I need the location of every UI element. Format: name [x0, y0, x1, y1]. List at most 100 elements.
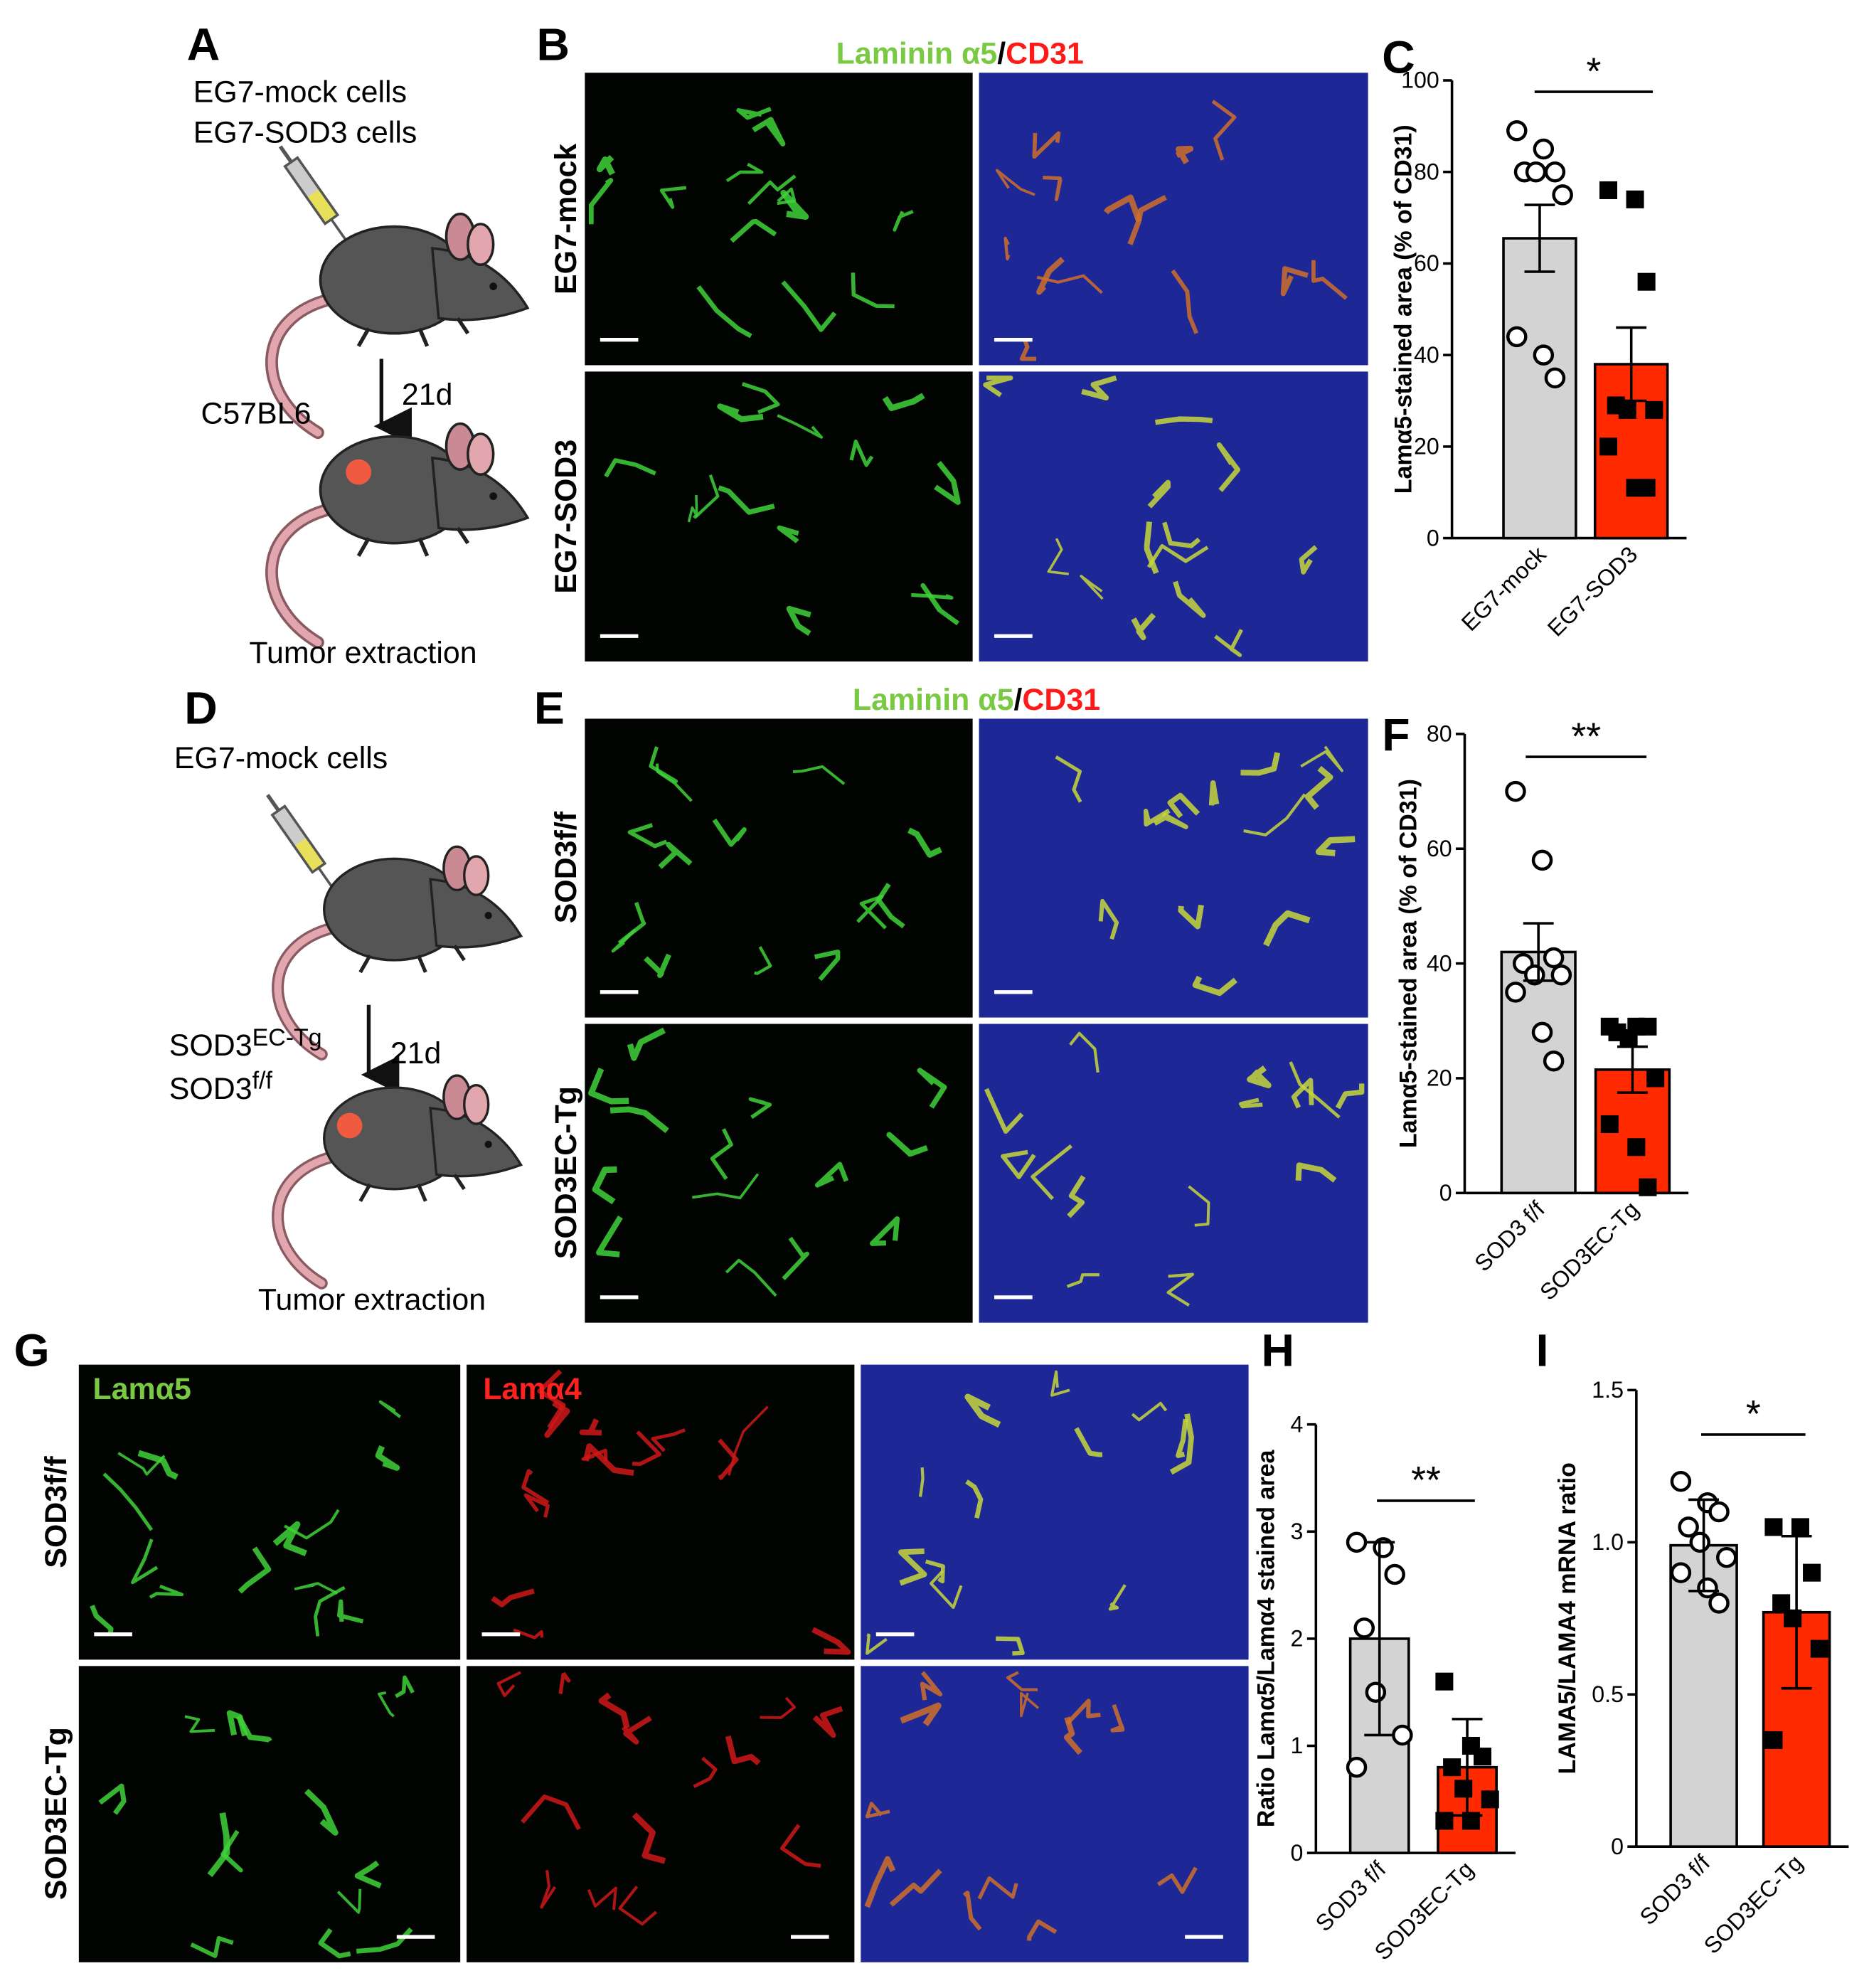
vessel [378, 1400, 402, 1418]
vessel [587, 1886, 617, 1910]
micrograph [979, 718, 1368, 1018]
vessel [693, 1756, 718, 1788]
vessel [1247, 1065, 1272, 1089]
duration: 21d [402, 378, 453, 412]
x-tick-label: SOD3 f/f [1635, 1850, 1715, 1930]
vessel [925, 1559, 945, 1584]
data-point [1637, 479, 1656, 497]
vessel [1003, 236, 1011, 261]
vessel [649, 746, 678, 784]
row-label: SOD3f/f [549, 811, 583, 923]
vessel [521, 1469, 550, 1505]
vessel [1304, 765, 1333, 810]
vessel [696, 285, 752, 339]
vessel [962, 1891, 982, 1931]
error-bar [1616, 326, 1647, 403]
y-tick-label: 1 [1291, 1733, 1304, 1758]
vessel [378, 1691, 395, 1718]
row-label: EG7-SOD3 [549, 440, 583, 594]
data-point [1639, 1178, 1657, 1196]
panel-letter: B [536, 18, 569, 70]
vessel [1155, 416, 1213, 425]
significance: * [1587, 50, 1602, 92]
vessel [592, 1166, 617, 1205]
vessel [1108, 1584, 1127, 1611]
vessel [1110, 1703, 1125, 1733]
vessel [741, 382, 780, 415]
y-tick-label: 80 [1427, 721, 1452, 747]
error-bar [1781, 1534, 1812, 1690]
data-point [1791, 1518, 1809, 1536]
vessel [588, 1068, 629, 1105]
vessel [1036, 257, 1065, 295]
data-point [1505, 982, 1526, 1003]
vessel [786, 605, 811, 636]
vessel [598, 1692, 630, 1729]
vessel [588, 178, 614, 225]
data-point [1670, 1562, 1692, 1583]
vessel [984, 1088, 1024, 1134]
vessel [930, 1570, 963, 1609]
vessel [294, 1582, 339, 1595]
vessel [1074, 1427, 1103, 1457]
vessel [1146, 543, 1209, 568]
error-bar [1364, 1541, 1395, 1737]
y-tick-label: 0 [1427, 525, 1439, 551]
y-tick-label: 1.0 [1592, 1529, 1624, 1555]
vessel [521, 1794, 581, 1831]
data-point [1533, 344, 1555, 366]
micrograph [979, 73, 1368, 366]
vessel [582, 1443, 634, 1477]
vessel [747, 174, 797, 206]
vessel [851, 272, 895, 309]
vessel [395, 1675, 415, 1699]
vessel [920, 1671, 943, 1701]
micrograph [78, 1666, 461, 1962]
vessel [1315, 836, 1356, 856]
data-point [1678, 1516, 1699, 1538]
vessel [354, 1860, 382, 1888]
mouse [272, 424, 528, 642]
cell-line: EG7-mock cells [174, 741, 388, 775]
vessel [812, 1706, 843, 1738]
significance: ** [1571, 715, 1601, 758]
y-tick-label: 0.5 [1592, 1681, 1624, 1707]
data-point [1544, 161, 1566, 183]
group: SOD3f/f [169, 1068, 273, 1106]
vessel [238, 1546, 272, 1594]
vessel [777, 187, 797, 206]
vessel [977, 1876, 1018, 1900]
bar [1502, 237, 1577, 540]
vessel [781, 280, 837, 332]
data-point [1645, 400, 1663, 419]
vessel [779, 1824, 821, 1868]
vessel [632, 1430, 662, 1467]
data-point [1506, 326, 1528, 348]
data-point [1346, 1756, 1368, 1778]
vessel [117, 1452, 166, 1476]
vessel [1167, 792, 1200, 819]
micrograph [861, 1666, 1249, 1962]
vessel [691, 1173, 760, 1200]
vessel [1065, 1699, 1101, 1726]
panel-letter: E [534, 683, 565, 734]
vessel [1162, 521, 1201, 548]
y-tick-label: 0 [1291, 1840, 1304, 1866]
vessel [1214, 629, 1243, 657]
vessel [983, 376, 1013, 398]
vessel [875, 883, 905, 929]
vessel [272, 1521, 307, 1557]
vessel [1047, 538, 1069, 575]
vessel [882, 393, 925, 411]
y-tick-label: 80 [1414, 159, 1439, 184]
vessel [907, 827, 942, 858]
vessel [725, 1735, 761, 1766]
vessel [1243, 793, 1306, 836]
row-label: EG7-mock [549, 144, 583, 294]
vessel [149, 1584, 184, 1599]
vessel [537, 1369, 566, 1429]
data-point [1552, 184, 1573, 206]
vessel [1192, 975, 1237, 996]
vessel [792, 765, 846, 785]
